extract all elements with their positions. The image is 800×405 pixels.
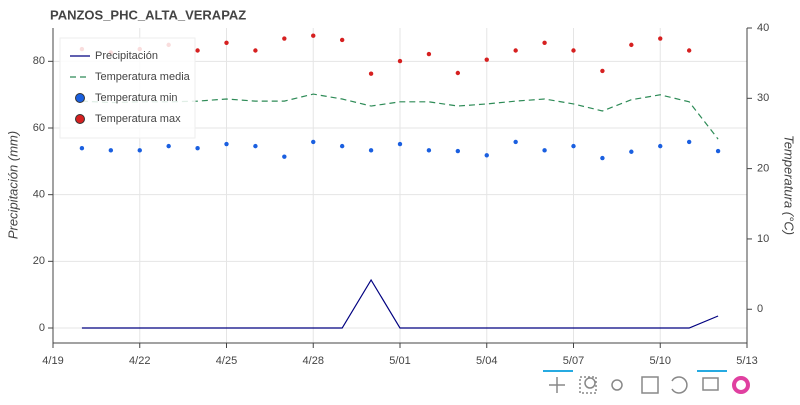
y-tick-label: 80 xyxy=(33,55,45,67)
point xyxy=(715,148,721,154)
point xyxy=(224,40,229,45)
x-tick-label: 5/04 xyxy=(476,355,497,367)
y2-tick-label: 40 xyxy=(757,22,769,34)
reset-tool[interactable] xyxy=(671,376,688,394)
point xyxy=(339,143,345,149)
point xyxy=(311,139,316,145)
legend: Precipitación Temperatura media Temperatur… xyxy=(59,37,196,139)
x-tick-label: 5/07 xyxy=(563,355,584,367)
point xyxy=(368,71,374,76)
point xyxy=(166,143,171,149)
legend-label: Temperatura min xyxy=(95,92,178,104)
point xyxy=(571,48,576,53)
point xyxy=(339,37,345,43)
point xyxy=(600,155,605,161)
point xyxy=(368,148,374,153)
y-tick-label: 20 xyxy=(33,255,45,267)
point xyxy=(397,58,403,64)
point xyxy=(253,48,258,53)
x-tick-label: 5/10 xyxy=(650,355,671,367)
y-tick-label: 40 xyxy=(33,189,45,201)
point xyxy=(571,143,576,149)
x-tick-label: 4/19 xyxy=(42,355,63,367)
point xyxy=(686,139,692,145)
point xyxy=(108,148,114,153)
legend-label: Temperatura max xyxy=(95,113,181,125)
point xyxy=(455,148,461,154)
point xyxy=(484,153,489,158)
point xyxy=(282,36,287,41)
hover-tool[interactable] xyxy=(702,377,719,391)
point xyxy=(224,141,229,147)
legend-label: Precipitación xyxy=(95,50,158,62)
point xyxy=(658,36,663,41)
y2-tick-label: 10 xyxy=(757,233,769,245)
box-zoom-tool[interactable] xyxy=(579,376,597,394)
point xyxy=(629,42,634,48)
chart-title: PANZOS_PHC_ALTA_VERAPAZ xyxy=(50,7,246,22)
y2-tick-label: 0 xyxy=(757,303,763,315)
point xyxy=(253,143,258,149)
point xyxy=(282,154,287,159)
save-tool[interactable] xyxy=(641,376,659,394)
point xyxy=(79,146,85,151)
line xyxy=(81,278,719,329)
x-tick-label: 4/25 xyxy=(216,355,237,367)
point xyxy=(137,148,142,153)
x-tick-label: 5/01 xyxy=(389,355,410,367)
point xyxy=(195,146,200,151)
line xyxy=(81,93,719,140)
point xyxy=(426,51,432,57)
point xyxy=(484,57,489,62)
y-tick-label: 60 xyxy=(33,122,45,134)
y2-tick-label: 30 xyxy=(757,92,769,104)
point xyxy=(629,149,634,154)
legend-marker xyxy=(75,93,85,103)
point xyxy=(426,148,432,153)
legend-marker xyxy=(75,114,85,124)
point xyxy=(542,148,547,153)
toolbar xyxy=(543,370,750,394)
point xyxy=(455,70,461,76)
point xyxy=(600,68,605,74)
point xyxy=(195,48,200,53)
x-tick-label: 4/22 xyxy=(129,355,150,367)
pan-tool[interactable] xyxy=(549,377,565,393)
point xyxy=(513,48,518,53)
point xyxy=(513,139,518,145)
x-tick-label: 4/28 xyxy=(303,355,324,367)
bokeh-logo[interactable] xyxy=(732,376,750,394)
point xyxy=(686,48,692,53)
y-tick-label: 0 xyxy=(39,322,45,334)
point xyxy=(658,143,663,149)
point xyxy=(397,141,403,147)
box-zoom-lens xyxy=(584,377,596,389)
legend-label: Temperatura media xyxy=(95,71,191,83)
point xyxy=(311,33,316,38)
wheel-zoom-tool[interactable] xyxy=(611,379,623,391)
y-axis-label: Precipitación (mm) xyxy=(5,131,20,239)
x-tick-label: 5/13 xyxy=(736,355,757,367)
y2-axis-label: Temperatura (°C) xyxy=(782,135,797,235)
y2-tick-label: 20 xyxy=(757,163,769,175)
point xyxy=(542,40,547,45)
